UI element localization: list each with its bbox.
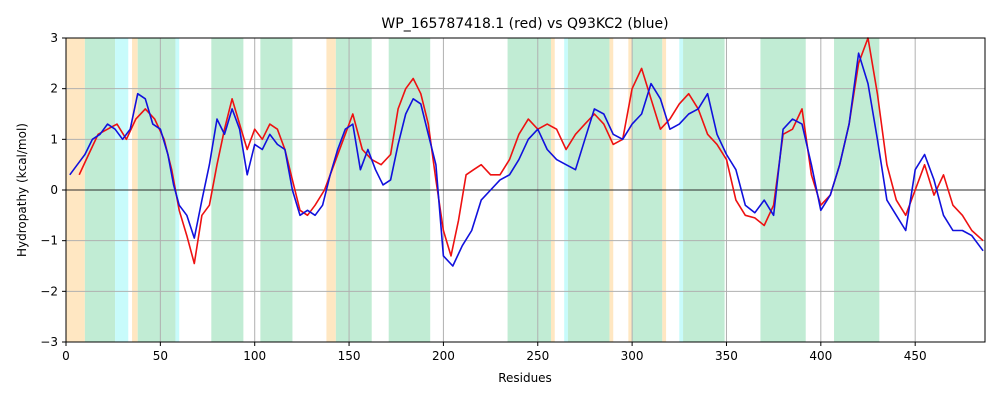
- series-line-blue: [69, 52, 984, 267]
- x-tick-label: 0: [62, 349, 70, 363]
- x-axis-label: Residues: [498, 371, 552, 385]
- y-tick-label: −1: [40, 234, 58, 248]
- x-tick-label: 200: [432, 349, 455, 363]
- y-tick-label: 2: [50, 82, 58, 96]
- y-tick-label: −3: [40, 335, 58, 349]
- y-tick-label: 1: [50, 132, 58, 146]
- y-axis-label: Hydropathy (kcal/mol): [15, 123, 29, 257]
- chart-title: WP_165787418.1 (red) vs Q93KC2 (blue): [381, 16, 668, 32]
- x-tick-label: 350: [715, 349, 738, 363]
- x-tick-label: 450: [904, 349, 927, 363]
- data-series: [69, 37, 984, 267]
- x-tick-label: 150: [338, 349, 361, 363]
- y-tick-label: 0: [50, 183, 58, 197]
- x-tick-label: 400: [809, 349, 832, 363]
- series-line-red: [78, 37, 984, 265]
- x-tick-label: 300: [621, 349, 644, 363]
- x-tick-label: 50: [153, 349, 168, 363]
- axis-ticks: 0 50 100 150 200 250 300 350 400 450 −3 −2 −1 0 1 2 3: [40, 31, 926, 363]
- x-tick-label: 250: [526, 349, 549, 363]
- x-tick-label: 100: [243, 349, 266, 363]
- y-tick-label: 3: [50, 31, 58, 45]
- y-tick-label: −2: [40, 284, 58, 298]
